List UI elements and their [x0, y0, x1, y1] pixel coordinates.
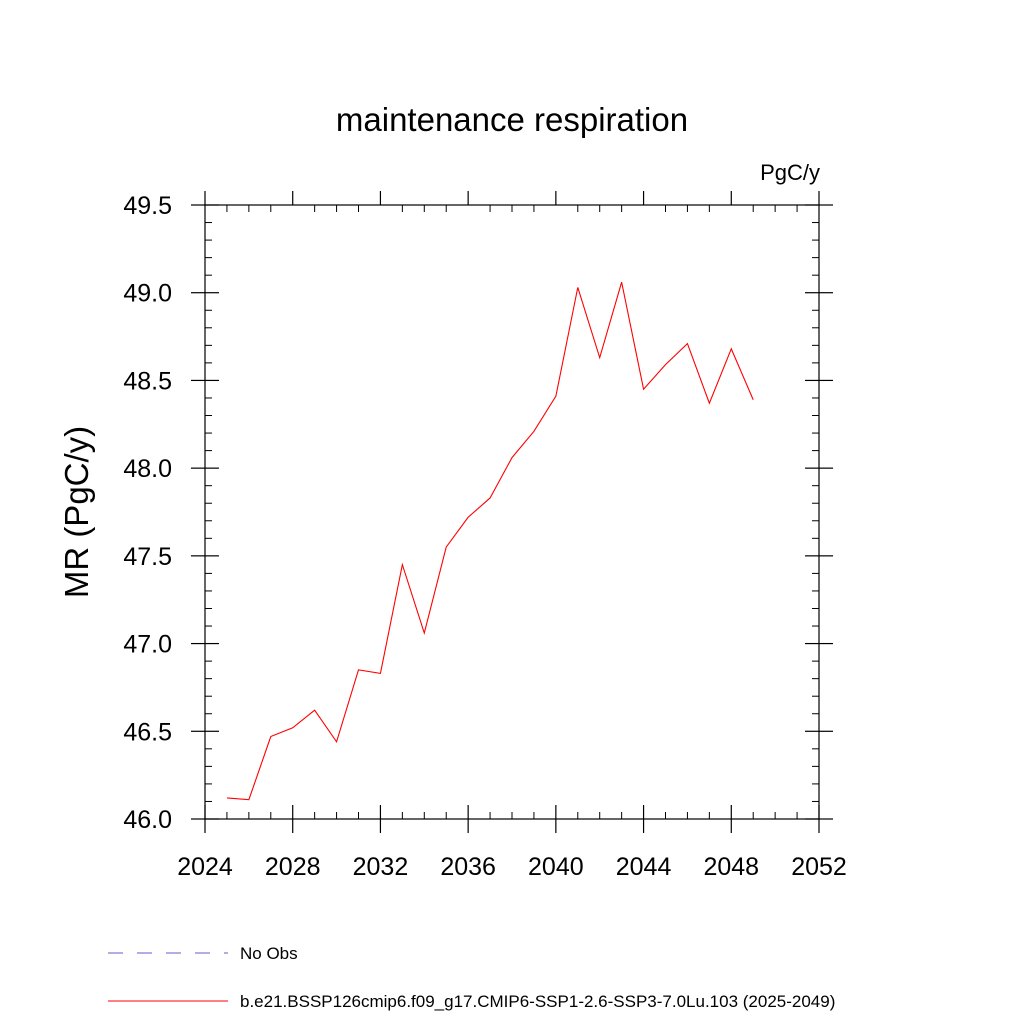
- y-axis-label: MR (PgC/y): [58, 426, 95, 598]
- series-line: [226, 282, 754, 801]
- series-group: [226, 282, 754, 801]
- y-tick-label: 46.5: [123, 718, 172, 746]
- x-tick-label: 2040: [528, 853, 584, 881]
- y-tick-label: 47.0: [123, 631, 172, 659]
- legend-label: No Obs: [240, 944, 298, 963]
- y-tick-label: 48.0: [123, 455, 172, 483]
- y-tick-label: 47.5: [123, 543, 172, 571]
- y-tick-label: 49.5: [123, 192, 172, 220]
- y-tick-label: 49.0: [123, 280, 172, 308]
- x-tick-label: 2024: [177, 853, 233, 881]
- tick-labels: 2024 2028 2032 2036 2040 2044 2048 2052 46.0 46.5…: [123, 192, 846, 881]
- x-tick-label: 2032: [353, 853, 409, 881]
- y-tick-label: 48.5: [123, 367, 172, 395]
- units-label: PgC/y: [760, 160, 820, 185]
- x-tick-label: 2036: [440, 853, 496, 881]
- chart-title: maintenance respiration: [336, 101, 688, 138]
- legend-label: b.e21.BSSP126cmip6.f09_g17.CMIP6-SSP1-2.…: [240, 992, 835, 1011]
- x-tick-label: 2048: [703, 853, 759, 881]
- axis-ticks: [191, 191, 833, 833]
- y-tick-label: 46.0: [123, 806, 172, 834]
- plot-frame: [204, 204, 820, 820]
- legend: No Obs b.e21.BSSP126cmip6.f09_g17.CMIP6-S…: [108, 944, 835, 1011]
- x-tick-label: 2028: [265, 853, 321, 881]
- x-tick-label: 2044: [616, 853, 672, 881]
- x-tick-label: 2052: [791, 853, 847, 881]
